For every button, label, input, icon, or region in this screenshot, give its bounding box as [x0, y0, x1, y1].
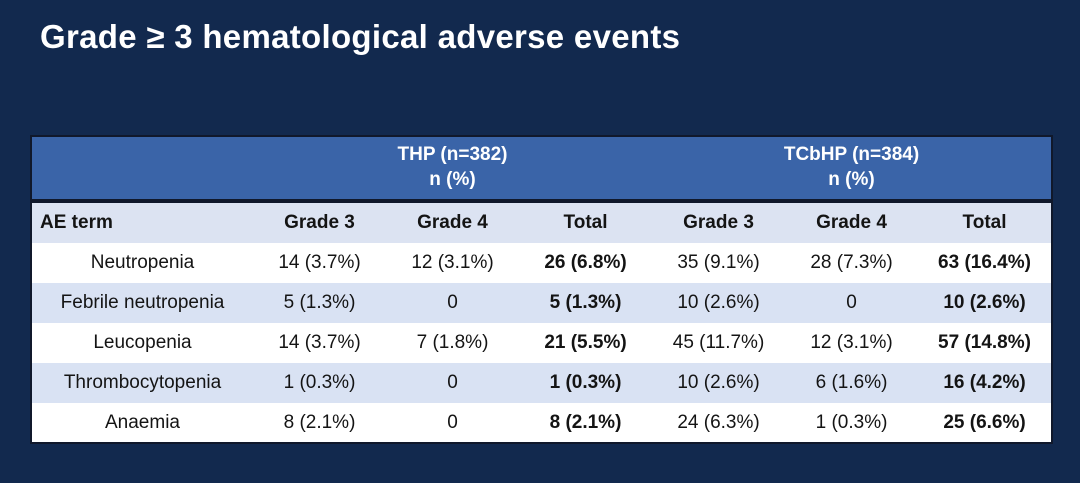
table-row-thrombocytopenia: Thrombocytopenia 1 (0.3%) 0 1 (0.3%) 10 … [31, 363, 1053, 403]
value-cell-total: 26 (6.8%) [519, 243, 653, 283]
group-header-tcbhp-line1: TCbHP (n=384) [783, 144, 920, 166]
group-header-thp-line1: THP (n=382) [397, 144, 508, 166]
column-header-tcbhp-grade3: Grade 3 [652, 201, 786, 243]
page-title: Grade ≥ 3 hematological adverse events [40, 18, 681, 55]
group-header-tcbhp-line2: n (%) [828, 169, 875, 190]
table-row-leucopenia: Leucopenia 14 (3.7%) 7 (1.8%) 21 (5.5%) … [31, 323, 1053, 363]
value-cell: 7 (1.8%) [386, 323, 519, 363]
value-cell-total: 10 (2.6%) [918, 283, 1053, 323]
value-cell: 6 (1.6%) [785, 363, 919, 403]
group-header-spacer [31, 136, 253, 203]
column-header-tcbhp-total: Total [918, 201, 1053, 243]
adverse-events-table-container: THP (n=382) n (%) TCbHP (n=384) n (%) AE… [30, 135, 1054, 444]
value-cell-total: 25 (6.6%) [918, 403, 1053, 443]
value-cell: 12 (3.1%) [785, 323, 919, 363]
value-cell: 45 (11.7%) [652, 323, 786, 363]
value-cell: 35 (9.1%) [652, 243, 786, 283]
value-cell-total: 63 (16.4%) [918, 243, 1053, 283]
value-cell: 14 (3.7%) [253, 243, 386, 283]
column-header-ae-term: AE term [31, 201, 253, 243]
value-cell: 24 (6.3%) [652, 403, 786, 443]
value-cell: 8 (2.1%) [253, 403, 386, 443]
table-row-anaemia: Anaemia 8 (2.1%) 0 8 (2.1%) 24 (6.3%) 1 … [31, 403, 1053, 443]
value-cell: 28 (7.3%) [785, 243, 919, 283]
ae-term-cell: Thrombocytopenia [31, 363, 253, 403]
group-header-row: THP (n=382) n (%) TCbHP (n=384) n (%) [31, 136, 1053, 203]
column-header-thp-grade3: Grade 3 [253, 201, 386, 243]
ae-term-cell: Anaemia [31, 403, 253, 443]
column-header-thp-total: Total [519, 201, 653, 243]
value-cell-total: 1 (0.3%) [519, 363, 653, 403]
value-cell: 10 (2.6%) [652, 363, 786, 403]
value-cell: 10 (2.6%) [652, 283, 786, 323]
group-header-tcbhp: TCbHP (n=384) n (%) [652, 136, 1053, 203]
value-cell: 14 (3.7%) [253, 323, 386, 363]
value-cell: 0 [386, 363, 519, 403]
column-header-tcbhp-grade4: Grade 4 [785, 201, 919, 243]
value-cell: 0 [785, 283, 919, 323]
value-cell: 0 [386, 403, 519, 443]
value-cell: 1 (0.3%) [253, 363, 386, 403]
ae-term-cell: Febrile neutropenia [31, 283, 253, 323]
value-cell: 12 (3.1%) [386, 243, 519, 283]
value-cell-total: 5 (1.3%) [519, 283, 653, 323]
column-header-thp-grade4: Grade 4 [386, 201, 519, 243]
value-cell-total: 21 (5.5%) [519, 323, 653, 363]
value-cell: 5 (1.3%) [253, 283, 386, 323]
group-header-thp-line2: n (%) [429, 169, 476, 190]
value-cell-total: 8 (2.1%) [519, 403, 653, 443]
column-header-row: AE term Grade 3 Grade 4 Total Grade 3 Gr… [31, 201, 1053, 243]
adverse-events-table: THP (n=382) n (%) TCbHP (n=384) n (%) AE… [30, 135, 1054, 444]
ae-term-cell: Neutropenia [31, 243, 253, 283]
value-cell-total: 16 (4.2%) [918, 363, 1053, 403]
group-header-thp: THP (n=382) n (%) [253, 136, 653, 203]
table-row-febrile-neutropenia: Febrile neutropenia 5 (1.3%) 0 5 (1.3%) … [31, 283, 1053, 323]
value-cell: 1 (0.3%) [785, 403, 919, 443]
ae-term-cell: Leucopenia [31, 323, 253, 363]
table-row-neutropenia: Neutropenia 14 (3.7%) 12 (3.1%) 26 (6.8%… [31, 243, 1053, 283]
value-cell: 0 [386, 283, 519, 323]
value-cell-total: 57 (14.8%) [918, 323, 1053, 363]
